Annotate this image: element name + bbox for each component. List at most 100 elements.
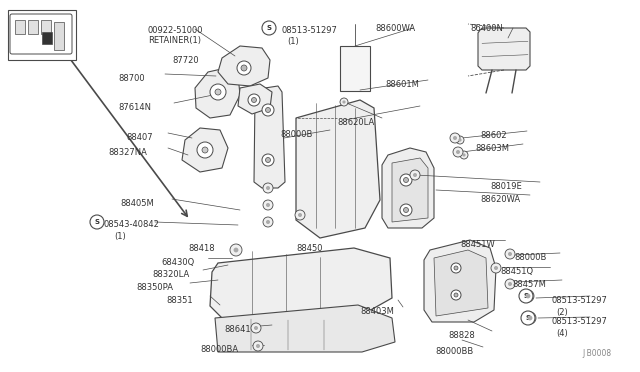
Circle shape <box>456 150 460 154</box>
Circle shape <box>413 173 417 177</box>
Bar <box>28 20 38 34</box>
Polygon shape <box>238 84 272 114</box>
Text: 87614N: 87614N <box>118 103 151 112</box>
Text: (1): (1) <box>287 37 299 46</box>
Polygon shape <box>296 100 380 238</box>
Text: 88700: 88700 <box>118 74 145 83</box>
Polygon shape <box>195 68 240 118</box>
Circle shape <box>403 208 408 212</box>
Circle shape <box>266 186 270 190</box>
Text: 88000B: 88000B <box>280 130 312 139</box>
Circle shape <box>230 244 242 256</box>
Text: 88450: 88450 <box>296 244 323 253</box>
Text: (4): (4) <box>556 329 568 338</box>
Text: S: S <box>524 293 529 299</box>
Text: 88327NA: 88327NA <box>108 148 147 157</box>
Circle shape <box>266 203 270 207</box>
Circle shape <box>262 154 274 166</box>
Text: (2): (2) <box>556 308 568 317</box>
Circle shape <box>454 266 458 270</box>
Text: 08543-40842: 08543-40842 <box>104 220 160 229</box>
Circle shape <box>342 100 346 103</box>
Text: 88405M: 88405M <box>120 199 154 208</box>
Circle shape <box>266 220 270 224</box>
Circle shape <box>266 108 271 112</box>
Text: 87720: 87720 <box>172 56 198 65</box>
Polygon shape <box>392 158 428 222</box>
Circle shape <box>505 249 515 259</box>
Circle shape <box>400 204 412 216</box>
FancyBboxPatch shape <box>10 14 72 54</box>
Circle shape <box>451 263 461 273</box>
Circle shape <box>262 104 274 116</box>
Circle shape <box>508 252 512 256</box>
Circle shape <box>527 315 532 320</box>
Circle shape <box>340 98 348 106</box>
Bar <box>8 10 76 60</box>
Polygon shape <box>210 248 392 318</box>
Circle shape <box>210 84 226 100</box>
Polygon shape <box>434 250 488 316</box>
Text: 88320LA: 88320LA <box>152 270 189 279</box>
Circle shape <box>252 97 257 103</box>
Text: 88000BA: 88000BA <box>200 345 238 354</box>
Text: J B0008: J B0008 <box>583 349 612 358</box>
Circle shape <box>256 344 260 348</box>
Text: 88418: 88418 <box>188 244 214 253</box>
Text: 88019E: 88019E <box>490 182 522 191</box>
Text: 88602: 88602 <box>480 131 507 140</box>
Circle shape <box>262 21 276 35</box>
Circle shape <box>505 279 515 289</box>
Circle shape <box>248 94 260 106</box>
Text: 88601M: 88601M <box>385 80 419 89</box>
Circle shape <box>521 311 535 325</box>
Circle shape <box>494 266 498 270</box>
Text: (1): (1) <box>114 232 125 241</box>
Polygon shape <box>254 86 285 188</box>
Text: 00922-51000: 00922-51000 <box>148 26 204 35</box>
Text: 88350PA: 88350PA <box>136 283 173 292</box>
Circle shape <box>456 136 464 144</box>
Circle shape <box>253 341 263 351</box>
Circle shape <box>263 217 273 227</box>
Circle shape <box>298 213 302 217</box>
Text: 86400N: 86400N <box>470 24 503 33</box>
Text: 68430Q: 68430Q <box>161 258 195 267</box>
Circle shape <box>462 153 466 157</box>
Text: 88407: 88407 <box>126 133 152 142</box>
Circle shape <box>403 177 408 183</box>
Circle shape <box>519 289 533 303</box>
Polygon shape <box>478 28 530 70</box>
Circle shape <box>197 142 213 158</box>
Circle shape <box>454 293 458 297</box>
Text: 88451W: 88451W <box>460 240 495 249</box>
Circle shape <box>215 89 221 95</box>
Text: 88000B: 88000B <box>514 253 547 262</box>
Bar <box>54 22 64 50</box>
Circle shape <box>522 290 534 302</box>
Circle shape <box>453 136 457 140</box>
Text: S: S <box>525 315 531 321</box>
Text: 88451Q: 88451Q <box>500 267 533 276</box>
Text: 88620WA: 88620WA <box>480 195 520 204</box>
Text: 08513-51297: 08513-51297 <box>551 296 607 305</box>
Polygon shape <box>215 305 395 352</box>
Text: 88600WA: 88600WA <box>375 24 415 33</box>
Circle shape <box>508 282 512 286</box>
Polygon shape <box>382 148 434 228</box>
Polygon shape <box>218 46 270 86</box>
Text: 88403M: 88403M <box>360 307 394 316</box>
Text: RETAINER(1): RETAINER(1) <box>148 36 201 45</box>
Text: 88641: 88641 <box>224 325 251 334</box>
Text: S: S <box>266 25 271 31</box>
Circle shape <box>254 326 258 330</box>
Circle shape <box>458 138 461 142</box>
Circle shape <box>400 174 412 186</box>
Circle shape <box>263 183 273 193</box>
Bar <box>340 46 370 91</box>
Bar <box>15 20 25 34</box>
Circle shape <box>237 61 251 75</box>
Text: 88457M: 88457M <box>512 280 546 289</box>
Circle shape <box>450 133 460 143</box>
Circle shape <box>266 157 271 163</box>
